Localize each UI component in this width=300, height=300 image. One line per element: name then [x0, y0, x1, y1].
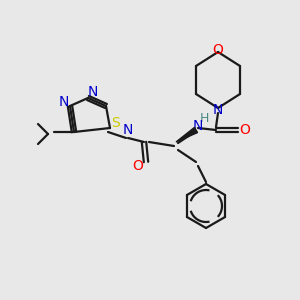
Text: O: O: [213, 43, 224, 57]
Text: N: N: [213, 103, 223, 117]
Text: N: N: [59, 95, 69, 109]
Text: O: O: [133, 159, 143, 173]
Text: N: N: [88, 85, 98, 99]
Text: N: N: [193, 119, 203, 133]
Polygon shape: [176, 128, 197, 142]
Text: O: O: [240, 123, 250, 137]
Text: N: N: [123, 123, 133, 137]
Text: H: H: [199, 112, 209, 125]
Text: S: S: [111, 116, 119, 130]
